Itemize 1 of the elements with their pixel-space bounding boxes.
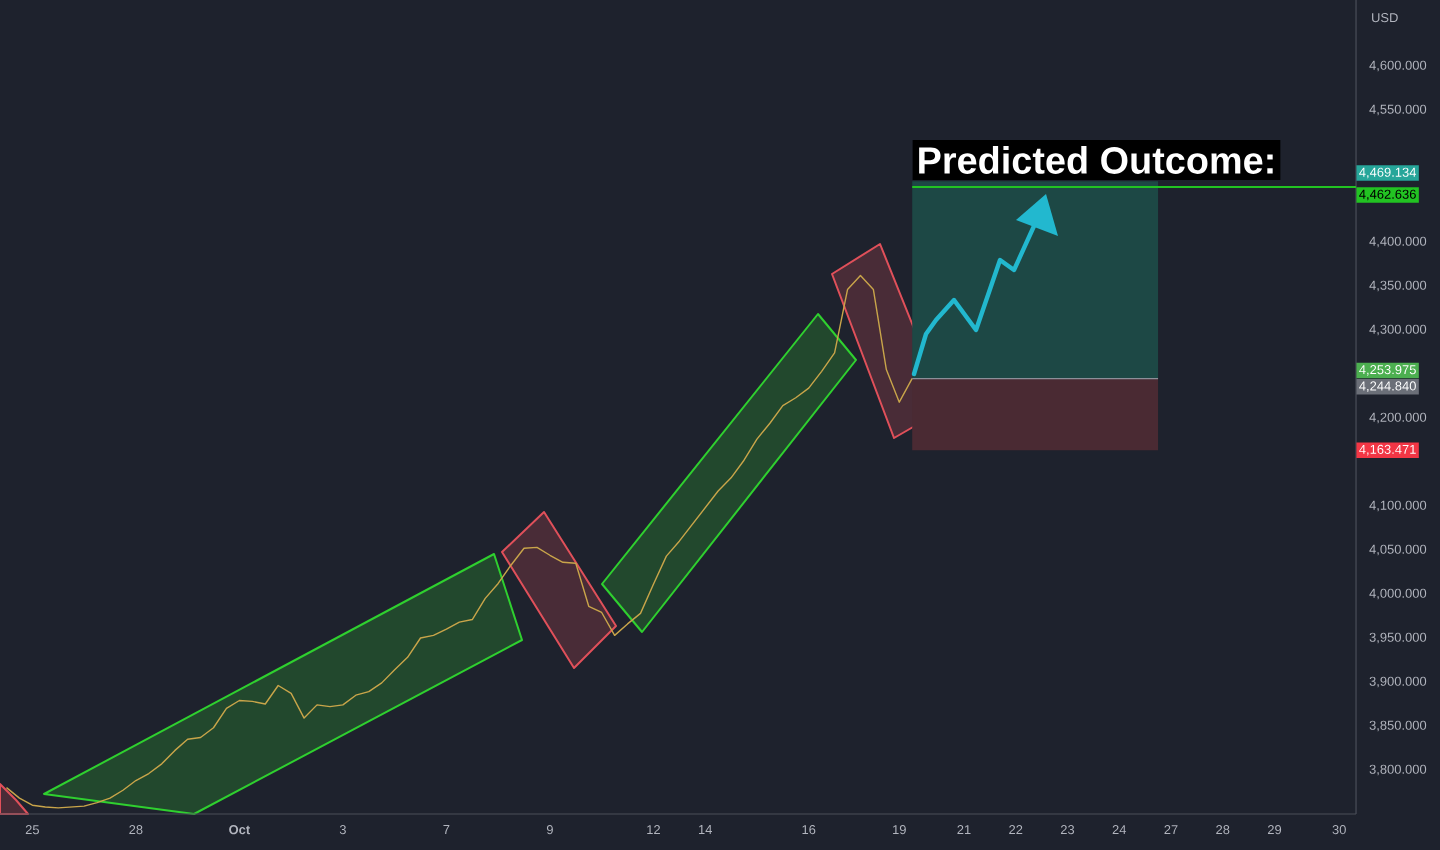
text: Predicted Outcome: [919,146,1273,174]
